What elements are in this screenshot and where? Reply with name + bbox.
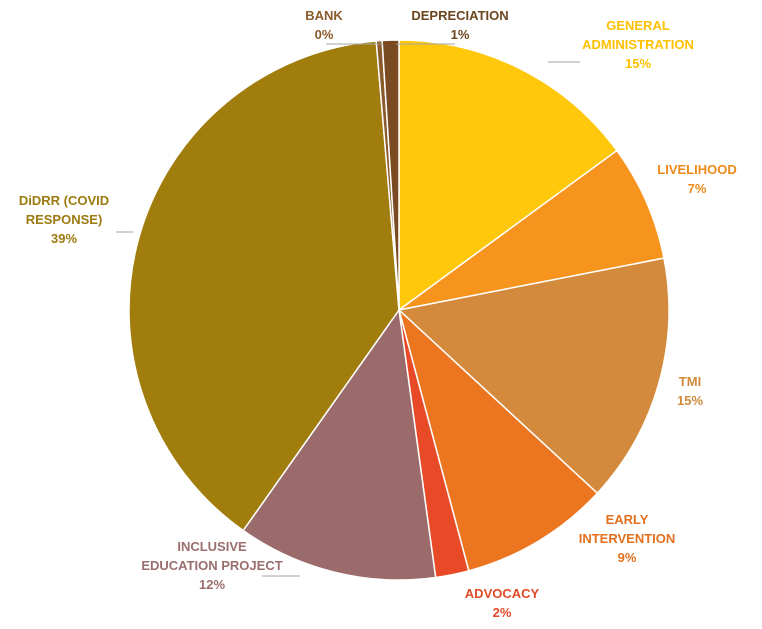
slice-name-label: INCLUSIVE	[177, 539, 247, 554]
label-general-administration: GENERAL ADMINISTRATION 15%	[582, 18, 694, 71]
slice-name-label: GENERAL	[606, 18, 670, 33]
slice-inclusive-education-project	[242, 308, 437, 581]
slice-value-label: 0%	[315, 27, 334, 42]
slice-depreciation	[381, 39, 400, 311]
slice-value-label: 9%	[618, 550, 637, 565]
slice-name-label: LIVELIHOOD	[657, 162, 736, 177]
label-early-intervention: EARLY INTERVENTION 9%	[579, 512, 676, 565]
slice-name-label: ADVOCACY	[465, 586, 540, 601]
slice-value-label: 1%	[451, 27, 470, 42]
slice-name-label: ADMINISTRATION	[582, 37, 694, 52]
slice-value-label: 39%	[51, 231, 77, 246]
slice-name-label: EDUCATION PROJECT	[141, 558, 282, 573]
slice-tmi	[397, 257, 670, 495]
label-livelihood: LIVELIHOOD 7%	[657, 162, 736, 196]
slice-name-label: RESPONSE)	[26, 212, 103, 227]
slice-name-label: INTERVENTION	[579, 531, 676, 546]
slice-name-label: DiDRR (COVID	[19, 193, 109, 208]
label-advocacy: ADVOCACY 2%	[465, 586, 540, 620]
pie-slices	[128, 39, 670, 581]
label-bank: BANK 0%	[305, 8, 343, 42]
label-tmi: TMI 15%	[677, 374, 703, 408]
slice-didrr-covid-response	[128, 40, 400, 532]
slice-name-label: BANK	[305, 8, 343, 23]
slice-value-label: 7%	[688, 181, 707, 196]
slice-value-label: 2%	[493, 605, 512, 620]
slice-livelihood	[398, 149, 665, 311]
slice-name-label: DEPRECIATION	[411, 8, 508, 23]
slice-value-label: 15%	[677, 393, 703, 408]
slice-name-label: EARLY	[606, 512, 649, 527]
label-inclusive-education-project: INCLUSIVE EDUCATION PROJECT 12%	[141, 539, 282, 592]
slice-name-label: TMI	[679, 374, 701, 389]
slice-early-intervention	[397, 307, 599, 572]
slice-general-administration	[398, 39, 618, 312]
leader-lines	[116, 43, 580, 577]
slice-value-label: 12%	[199, 577, 225, 592]
slice-value-label: 15%	[625, 56, 651, 71]
label-depreciation: DEPRECIATION 1%	[411, 8, 508, 42]
slice-labels: GENERAL ADMINISTRATION 15% LIVELIHOOD 7% TMI 1…	[19, 8, 737, 620]
label-didrr-covid-response: DiDRR (COVID RESPONSE) 39%	[19, 193, 109, 246]
